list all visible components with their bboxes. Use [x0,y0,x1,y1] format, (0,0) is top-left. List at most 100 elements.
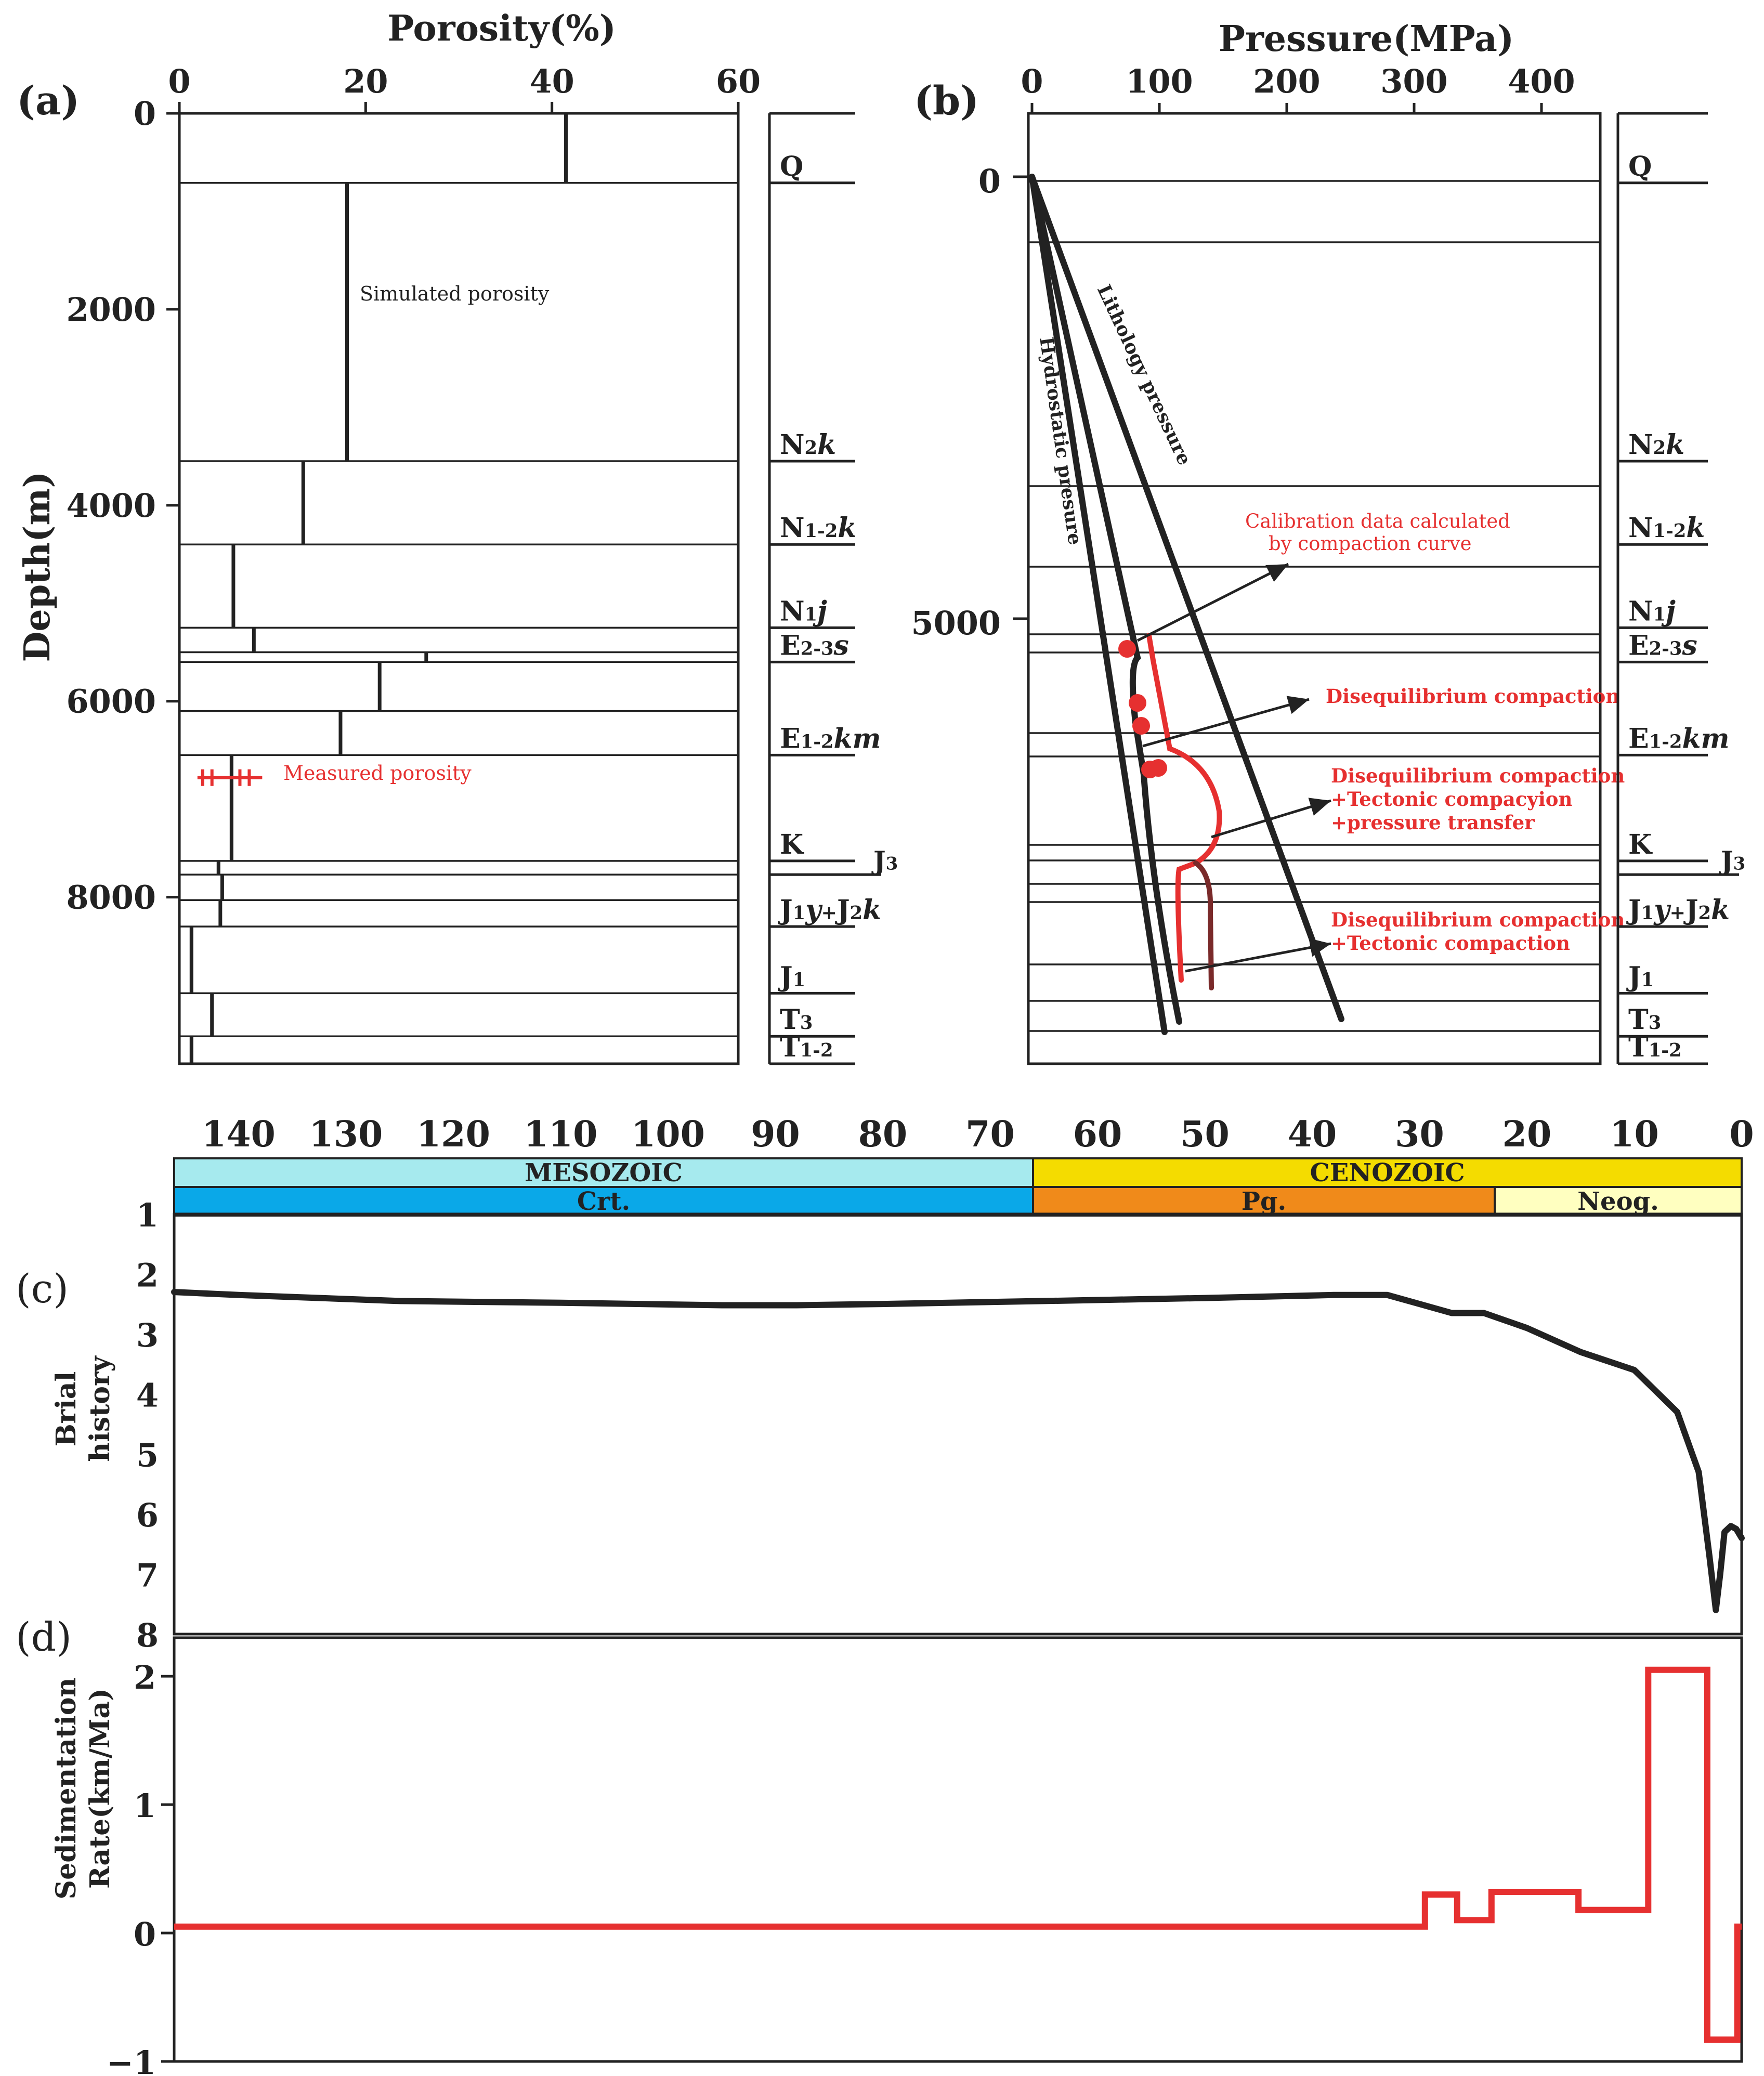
panel-d-frame [173,1636,1743,2063]
era-label: CENOZOIC [1310,1158,1465,1187]
period-label: Neog. [1577,1187,1659,1216]
panel-a-formation-label: Q [780,151,803,182]
time-axis-tick-label: 110 [524,1114,597,1155]
panel-b-arrows [1136,563,1331,973]
time-axis-tick-label: 60 [1073,1114,1122,1155]
panel-b-x-tick-label: 0 [1021,62,1043,100]
time-axis-tick-label: 90 [751,1114,800,1155]
panel-d-y-ticks: −1 0 1 2 [107,1659,174,2076]
measured-porosity-series [197,769,263,786]
annotation-calibration-2: by compaction curve [1269,532,1472,555]
time-axis-tick-label: 140 [202,1114,276,1155]
panel-a-formation-label: J1y+J2k [778,894,881,926]
panel-c-y-tick-label: 5 [136,1437,159,1474]
panel-c-burial-history: (c) Brial history 1 2 3 4 5 6 7 8 [16,1196,1745,1654]
panel-a-formation-label: J1 [778,961,805,993]
panel-b-x-tick-label: 300 [1380,62,1447,100]
panel-d-label: (d) [16,1614,72,1660]
panel-a-formation-label: K [780,829,804,860]
disequilibrium-arrow-head [1286,696,1309,714]
panel-c-label: (c) [16,1265,69,1312]
panel-a-formation-label: E1-2km [780,723,881,754]
calibration-arrow-head [1265,564,1288,582]
panel-b-layer-lines [1028,180,1600,1032]
panel-b-x-tick-label: 100 [1126,62,1193,100]
lithology-pressure-line [1029,174,1344,1022]
annotation-disequilibrium-2: Disequilibrium compaction [1331,764,1625,787]
annotation-disequilibrium-3: Disequilibrium compaction [1331,908,1625,931]
panel-b-pressure-lines [1029,174,1344,1035]
time-axis-tick-label: 50 [1180,1114,1230,1155]
panel-c-y-title-2: history [84,1355,116,1462]
tectonic-compaction-arrow-head [1309,938,1331,957]
panel-c-y-tick-label: 6 [136,1496,159,1534]
time-axis-tick-label: 40 [1288,1114,1337,1155]
panel-c-y-tick-label: 8 [136,1616,159,1654]
panel-b-formation-label: E2-3s [1628,630,1697,661]
panel-a-formation-label: N1-2k [780,512,856,544]
panel-b-label: (b) [914,77,979,124]
panel-a-x-title: Porosity(%) [387,8,616,49]
panel-c-y-title-1: Brial [50,1372,82,1447]
period-label: Pg. [1242,1187,1286,1216]
tectonic-transfer-arrow [1211,799,1331,839]
era-label: MESOZOIC [525,1158,683,1187]
panel-b-x-tick-label: 200 [1253,62,1320,100]
modeled-pressure-curve-lower [1193,860,1214,990]
panel-c-y-tick-label: 2 [136,1256,159,1294]
panel-c-y-tick-label: 1 [136,1196,159,1234]
panel-a-formation-label: T1-2 [780,1032,833,1063]
era-cell [173,1157,1035,1188]
panel-d-y-tick-label: 2 [134,1659,156,1696]
calibration-point [1118,640,1136,658]
panel-d-y-tick-label: 0 [134,1915,156,1953]
calibration-point [1132,717,1150,735]
panel-b-x-title: Pressure(MPa) [1219,18,1514,60]
tectonic-transfer-arrow-head [1308,798,1331,816]
panel-a-formation-label: J3 [871,845,898,876]
annotation-pressure-transfer: +pressure transfer [1331,811,1535,834]
annotation-disequilibrium-1: Disequilibrium compaction [1326,685,1619,708]
time-axis-tick-label: 80 [858,1114,908,1155]
panel-b-x-ticks: 0 100 200 300 400 [1021,62,1575,113]
lithology-pressure-label: Lithology pressure [1093,281,1196,468]
panel-a-formation-label: N2k [780,429,836,461]
sedimentation-rate-curve [174,1666,1742,2043]
time-axis-tick-label: 70 [965,1114,1015,1155]
panel-a-x-tick-label: 60 [716,62,761,100]
panel-b-y-tick-label: 5000 [911,604,1001,642]
simulated-porosity-series [189,113,568,1064]
time-axis-tick-label: 20 [1502,1114,1552,1155]
time-axis-tick-label: 100 [631,1114,705,1155]
panel-a-y-tick-label: 2000 [66,291,156,329]
panel-b-formation-label: J3 [1719,845,1745,876]
simulated-porosity-label: Simulated porosity [360,282,550,305]
period-cell [1494,1186,1743,1217]
panel-c-frame [173,1212,1743,1636]
panel-b-y-ticks: 0 5000 [911,162,1028,642]
panel-c-y-tick-label: 4 [136,1376,159,1414]
panel-b-formation-label: T3 [1628,1004,1661,1036]
panel-b-y-tick-label: 0 [978,162,1001,200]
hydrostatic-pressure-line [1029,174,1168,1035]
period-label: Crt. [577,1187,630,1216]
panel-c-y-ticks: 1 2 3 4 5 6 7 8 [136,1196,159,1654]
panel-a-formation-label: N1j [780,595,827,627]
panel-a-porosity: (a) Porosity(%) Depth(m) 0 20 40 60 0 2000 40… [17,8,898,1065]
calibration-point [1149,759,1167,777]
panel-b-formation-label: N1j [1628,595,1676,627]
time-axis-tick-label: 130 [309,1114,383,1155]
time-axis-tick-label: 120 [416,1114,490,1155]
time-axis-tick-label: 0 [1729,1114,1754,1155]
panel-a-y-tick-label: 6000 [66,683,156,721]
panel-a-x-tick-label: 20 [343,62,388,100]
panel-b-frame [1027,112,1602,1065]
panel-a-y-ticks: 0 2000 4000 6000 8000 [66,95,179,917]
panel-a-x-ticks: 0 20 40 60 [168,62,761,113]
panel-d-y-tick-label: −1 [107,2044,156,2076]
panel-a-x-tick-label: 0 [168,62,190,100]
panel-d-y-title-2: Rate(km/Ma) [84,1688,116,1889]
calibration-point [1129,694,1146,712]
